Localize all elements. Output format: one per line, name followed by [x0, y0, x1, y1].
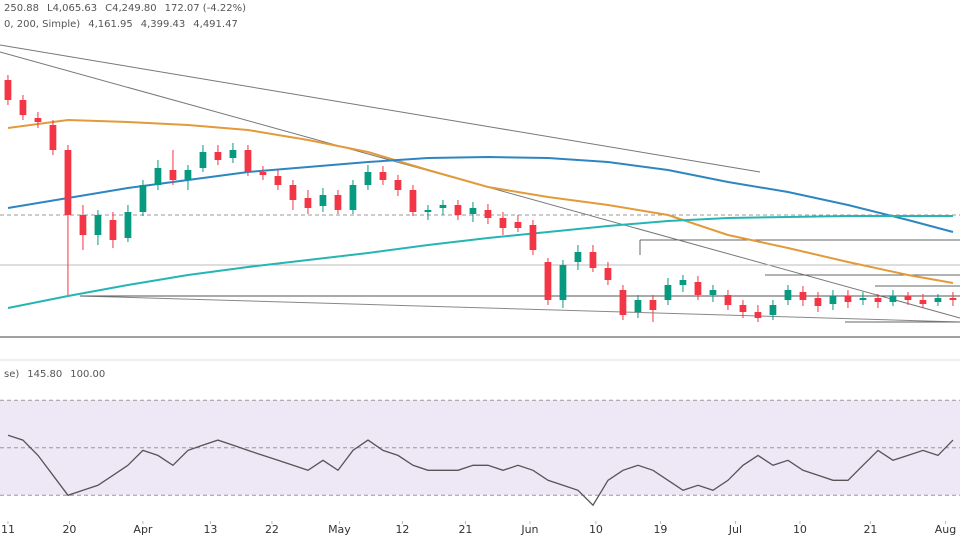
- candle-body: [799, 292, 807, 300]
- candle-body: [379, 172, 387, 180]
- candle-body: [169, 170, 177, 180]
- ohlc-value: C4,249.80: [105, 3, 157, 14]
- candle-body: [454, 205, 462, 215]
- trend-line: [79, 295, 960, 323]
- x-tick-label: 22: [265, 523, 279, 536]
- candle-body: [634, 300, 642, 312]
- candle-body: [559, 265, 567, 300]
- candle-body: [769, 305, 777, 315]
- x-tick-label: 21: [458, 523, 472, 536]
- candle-body: [199, 152, 207, 168]
- candle-body: [229, 150, 237, 158]
- candle-body: [829, 296, 837, 304]
- candle-body: [94, 215, 102, 235]
- candle-body: [319, 195, 327, 206]
- candle-body: [649, 300, 657, 310]
- candle-body: [904, 296, 912, 300]
- x-tick-label: 10: [793, 523, 807, 536]
- moving-average: [7, 215, 953, 309]
- candle-body: [529, 225, 537, 250]
- candle-body: [334, 195, 342, 210]
- candle-body: [304, 198, 312, 208]
- candle-body: [64, 150, 72, 215]
- candle-body: [439, 205, 447, 208]
- candle-body: [589, 252, 597, 268]
- moving-average: [7, 118, 954, 284]
- candle-body: [754, 312, 762, 318]
- ohlc-value: L4,065.63: [47, 3, 97, 14]
- candle-body: [124, 212, 132, 238]
- ma-label: 0, 200, Simple): [4, 19, 80, 30]
- x-tick-label: 11: [1, 523, 15, 536]
- candle-body: [484, 210, 492, 218]
- x-tick-label: 20: [62, 523, 76, 536]
- candle-body: [49, 125, 57, 150]
- rsi-header: 100.00: [70, 369, 105, 380]
- candle-body: [424, 210, 432, 212]
- candle-body: [514, 222, 522, 228]
- candle-body: [874, 298, 882, 302]
- candle-body: [34, 118, 42, 122]
- candle-body: [364, 172, 372, 185]
- candle-body: [604, 268, 612, 280]
- candle-body: [784, 290, 792, 300]
- candle-body: [574, 252, 582, 262]
- ohlc-value: 250.88: [4, 3, 39, 14]
- candle-body: [844, 296, 852, 302]
- x-tick-label: Aug: [935, 523, 956, 536]
- candle-body: [79, 215, 87, 235]
- candle-body: [679, 280, 687, 285]
- candle-body: [934, 298, 942, 302]
- candle-body: [19, 100, 27, 115]
- candle-body: [214, 152, 222, 160]
- candle-body: [289, 185, 297, 200]
- x-tick-label: Jul: [728, 523, 742, 536]
- candle-body: [664, 285, 672, 300]
- trend-line: [0, 44, 761, 173]
- candle-body: [709, 290, 717, 295]
- candle-body: [139, 185, 147, 212]
- candle-body: [349, 185, 357, 210]
- candle-body: [394, 180, 402, 190]
- candle-body: [409, 190, 417, 212]
- candle-body: [499, 218, 507, 228]
- candle-body: [469, 208, 477, 214]
- candle-body: [949, 298, 957, 300]
- x-tick-label: 10: [589, 523, 603, 536]
- candle-body: [814, 298, 822, 306]
- x-tick-label: 12: [395, 523, 409, 536]
- candle-body: [154, 168, 162, 185]
- candle-body: [619, 290, 627, 315]
- legend-entry: 4,161.95: [88, 19, 133, 30]
- x-tick-label: May: [328, 523, 351, 536]
- x-tick-label: 21: [863, 523, 877, 536]
- candle-body: [259, 172, 267, 175]
- candle-body: [919, 300, 927, 304]
- x-tick-label: Jun: [520, 523, 538, 536]
- candle-body: [4, 80, 12, 100]
- candle-body: [244, 150, 252, 172]
- candle-body: [724, 295, 732, 305]
- candle-body: [859, 298, 867, 300]
- x-tick-label: Apr: [133, 523, 153, 536]
- candle-body: [109, 220, 117, 240]
- rsi-header: se): [4, 369, 19, 380]
- x-tick-label: 13: [203, 523, 217, 536]
- candle-body: [274, 176, 282, 185]
- drawn-lines: [0, 44, 960, 361]
- candle-body: [739, 305, 747, 312]
- legend-entry: 4,491.47: [193, 19, 238, 30]
- candle-body: [889, 296, 897, 302]
- candle-body: [184, 170, 192, 180]
- rsi-line: [7, 434, 954, 507]
- rsi-header: 145.80: [27, 369, 62, 380]
- candle-body: [544, 262, 552, 300]
- moving-average: [7, 155, 954, 233]
- ohlc-value: 172.07 (-4.22%): [165, 3, 246, 14]
- x-tick-label: 19: [653, 523, 667, 536]
- candle-body: [694, 282, 702, 295]
- legend-entry: 4,399.43: [141, 19, 186, 30]
